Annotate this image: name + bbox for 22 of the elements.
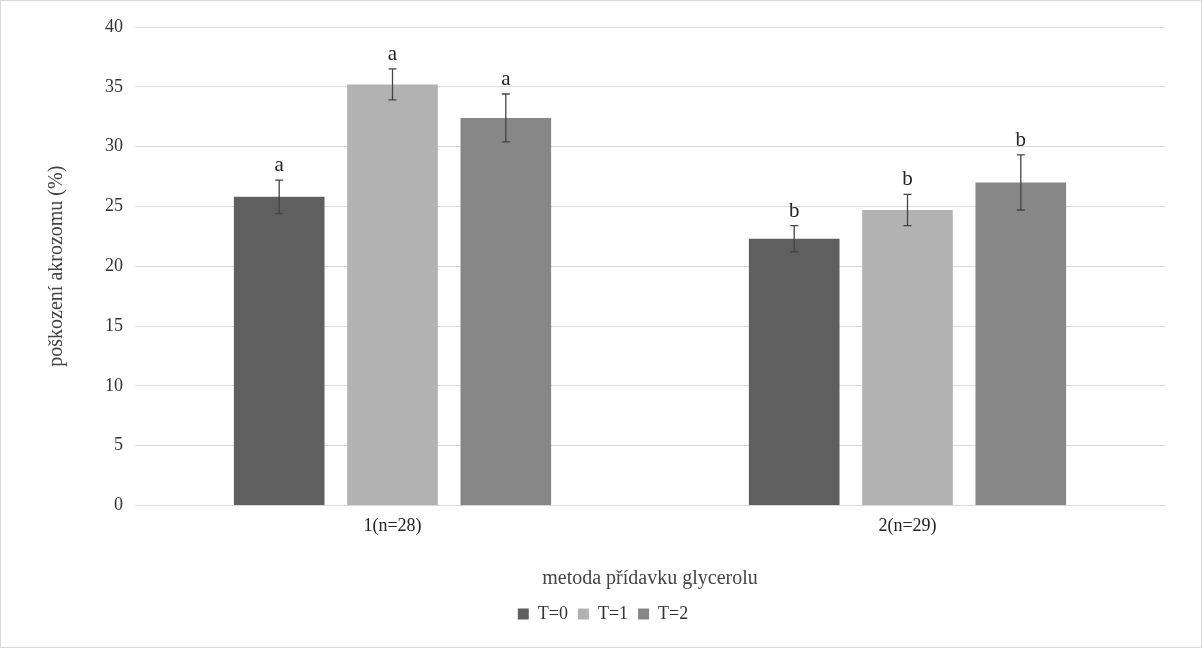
y-tick-label: 35	[105, 75, 123, 96]
y-tick-label: 30	[105, 135, 123, 156]
data-label: b	[788, 197, 800, 222]
data-label: b	[1015, 126, 1027, 151]
x-tick-label: 2(n=29)	[878, 514, 937, 536]
legend-label: T=1	[597, 602, 629, 623]
legend-label: T=2	[658, 602, 689, 623]
y-axis-title: poškození akrozomu (%)	[44, 165, 68, 367]
x-tick-label: 1(n=28)	[363, 514, 422, 536]
y-tick-label: 10	[105, 374, 123, 395]
x-axis-title: metoda přídavku glycerolu	[542, 566, 758, 590]
data-label: a	[501, 65, 512, 90]
data-label: a	[387, 40, 398, 65]
data-label: a	[274, 152, 285, 177]
y-tick-label: 15	[105, 314, 123, 335]
data-label: b	[902, 166, 913, 191]
y-tick-label: 40	[105, 15, 123, 36]
y-tick-label: 25	[105, 195, 123, 216]
y-tick-label: 20	[105, 254, 123, 275]
y-tick-label: 0	[114, 494, 123, 515]
y-tick-label: 5	[114, 434, 123, 455]
legend-label: T=0	[537, 602, 568, 623]
